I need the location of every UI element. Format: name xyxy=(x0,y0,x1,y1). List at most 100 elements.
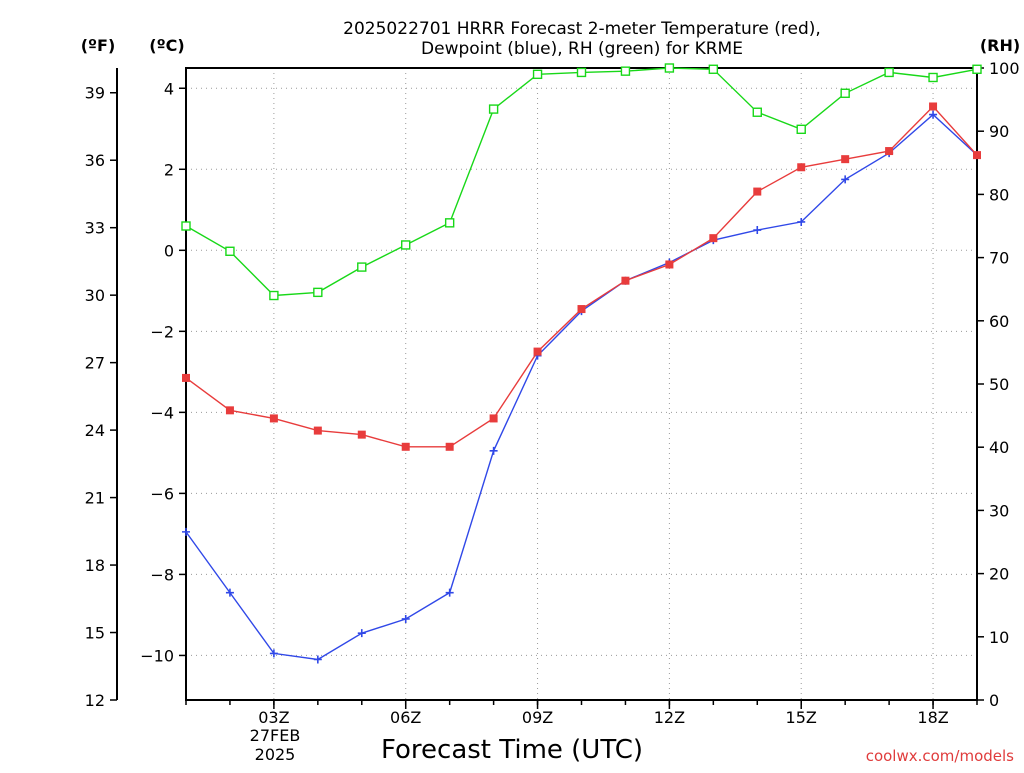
rh-unit-label: (RH) xyxy=(980,36,1020,55)
rh-data-point xyxy=(796,124,806,135)
temperature-data-point xyxy=(621,276,630,285)
rh-data-point xyxy=(225,246,235,256)
fahrenheit-tick-label: 33 xyxy=(85,219,105,238)
credit-text: coolwx.com/models xyxy=(866,747,1014,765)
celsius-tick-label: −2 xyxy=(150,322,174,341)
rh-data-point xyxy=(401,240,411,250)
celsius-tick-label: −6 xyxy=(150,484,174,503)
fahrenheit-tick-label: 24 xyxy=(85,421,105,440)
temperature-data-point xyxy=(401,442,410,451)
axes: −10−8−6−4−202412151821242730333639010203… xyxy=(85,59,1020,727)
celsius-tick-label: −4 xyxy=(150,403,174,422)
x-tick-label: 18Z xyxy=(917,708,948,727)
rh-tick-label: 100 xyxy=(989,59,1020,78)
temperature-data-point xyxy=(577,305,586,314)
celsius-tick-label: 4 xyxy=(164,79,174,98)
rh-tick-label: 30 xyxy=(989,501,1009,520)
rh-data-point xyxy=(972,64,982,74)
temperature-data-point xyxy=(973,151,981,160)
celsius-tick-label: −10 xyxy=(140,646,174,665)
dewpoint-data-point xyxy=(182,527,190,536)
x-tick-label: 03Z xyxy=(258,708,289,727)
fahrenheit-tick-label: 21 xyxy=(85,489,105,508)
chart-title-line-2: Dewpoint (blue), RH (green) for KRME xyxy=(421,39,743,59)
fahrenheit-tick-label: 27 xyxy=(85,354,105,373)
rh-tick-label: 10 xyxy=(989,628,1009,647)
plot-frame xyxy=(185,67,978,701)
x-tick-label: 12Z xyxy=(654,708,685,727)
celsius-tick-label: 2 xyxy=(164,160,174,179)
rh-data-point xyxy=(488,104,499,114)
rh-data-point xyxy=(928,72,938,83)
chart-title-line-1: 2025022701 HRRR Forecast 2-meter Tempera… xyxy=(343,19,821,39)
temperature-data-point xyxy=(489,414,498,423)
fahrenheit-tick-label: 39 xyxy=(85,84,105,103)
dewpoint-data-point xyxy=(753,226,762,235)
rh-data-point xyxy=(708,64,719,74)
rh-tick-label: 0 xyxy=(989,691,999,710)
celsius-tick-label: 0 xyxy=(164,241,174,260)
dewpoint-series-line xyxy=(185,113,978,661)
temperature-data-point xyxy=(445,442,454,451)
x-tick-label: 15Z xyxy=(786,708,817,727)
rh-data-point xyxy=(884,67,894,78)
grid-lines xyxy=(186,68,977,700)
rh-tick-label: 50 xyxy=(989,375,1009,394)
rh-tick-label: 20 xyxy=(989,565,1009,584)
dewpoint-data-point xyxy=(357,629,366,638)
rh-data-point xyxy=(313,287,323,298)
fahrenheit-tick-label: 18 xyxy=(85,556,105,575)
temperature-data-point xyxy=(841,155,850,164)
x-axis-label: Forecast Time (UTC) xyxy=(381,735,643,765)
fahrenheit-tick-label: 30 xyxy=(85,286,105,305)
temperature-data-point xyxy=(885,147,894,156)
temperature-data-point xyxy=(182,373,190,382)
date-label-year: 2025 xyxy=(255,745,296,764)
dewpoint-data-point xyxy=(269,649,278,658)
dewpoint-data-point xyxy=(445,588,454,597)
dewpoint-data-point xyxy=(797,217,806,226)
temperature-data-point xyxy=(533,347,542,356)
temperature-data-point xyxy=(357,430,366,439)
rh-data-point xyxy=(664,63,675,73)
rh-data-point xyxy=(840,88,850,98)
dewpoint-data-point xyxy=(489,446,498,455)
rh-tick-label: 70 xyxy=(989,249,1009,268)
temperature-data-point xyxy=(929,102,938,111)
temperature-data-point xyxy=(797,163,806,172)
dewpoint-data-point xyxy=(929,110,938,119)
dewpoint-data-point xyxy=(401,614,410,623)
temperature-data-point xyxy=(269,414,278,423)
rh-data-point xyxy=(444,218,455,228)
fahrenheit-unit-label: (ºF) xyxy=(81,36,116,55)
rh-tick-label: 80 xyxy=(989,185,1009,204)
data-series xyxy=(181,63,982,664)
temperature-data-point xyxy=(709,234,718,243)
rh-tick-label: 90 xyxy=(989,122,1009,141)
rh-data-point xyxy=(576,67,587,78)
temperature-data-point xyxy=(225,406,234,415)
rh-data-point xyxy=(269,290,279,301)
temperature-data-point xyxy=(665,260,674,269)
date-label-day: 27FEB xyxy=(250,726,301,745)
x-tick-label: 06Z xyxy=(390,708,421,727)
rh-tick-label: 40 xyxy=(989,438,1009,457)
temperature-data-point xyxy=(753,187,762,196)
rh-data-point xyxy=(752,107,762,117)
rh-tick-label: 60 xyxy=(989,312,1009,331)
rh-data-point xyxy=(620,66,631,76)
fahrenheit-tick-label: 12 xyxy=(85,691,105,710)
rh-data-point xyxy=(181,221,191,231)
fahrenheit-tick-label: 15 xyxy=(85,624,105,643)
rh-data-point xyxy=(357,262,367,272)
celsius-tick-label: −8 xyxy=(150,565,174,584)
temperature-series-line xyxy=(185,105,978,448)
x-tick-label: 09Z xyxy=(522,708,553,727)
rh-data-point xyxy=(532,69,543,80)
dewpoint-data-point xyxy=(841,175,850,184)
fahrenheit-tick-label: 36 xyxy=(85,151,105,170)
temperature-data-point xyxy=(313,426,322,435)
rh-series-line xyxy=(185,67,978,297)
